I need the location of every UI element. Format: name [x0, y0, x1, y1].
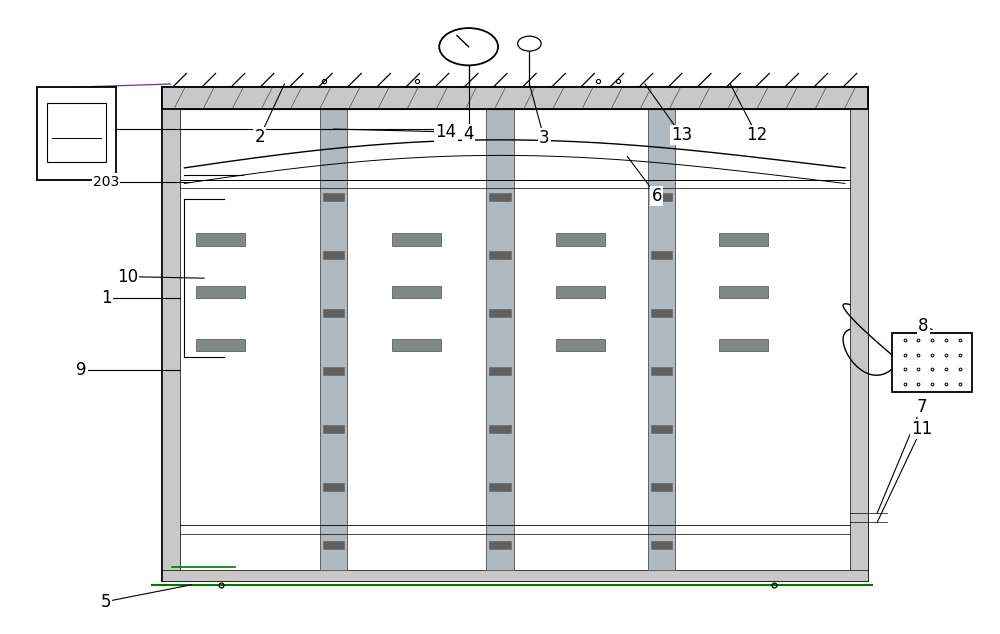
- Text: 2: 2: [255, 128, 265, 146]
- Bar: [892, 332, 972, 392]
- Bar: [196, 286, 245, 299]
- Bar: [489, 309, 511, 318]
- Bar: [850, 87, 868, 581]
- Bar: [556, 339, 605, 351]
- Bar: [486, 109, 514, 570]
- Bar: [392, 233, 441, 245]
- Text: 8: 8: [918, 318, 929, 335]
- Bar: [489, 251, 511, 259]
- Bar: [556, 233, 605, 245]
- Text: 13: 13: [671, 126, 692, 144]
- Bar: [196, 339, 245, 351]
- Text: 12: 12: [746, 126, 767, 144]
- Bar: [489, 483, 511, 491]
- Bar: [162, 87, 180, 581]
- Bar: [719, 286, 768, 299]
- Text: 7: 7: [916, 398, 927, 416]
- Bar: [37, 87, 116, 180]
- Bar: [392, 286, 441, 299]
- Text: 5: 5: [101, 593, 111, 611]
- Bar: [323, 367, 344, 375]
- Bar: [323, 251, 344, 259]
- Text: 14: 14: [436, 123, 457, 141]
- Bar: [489, 193, 511, 202]
- Bar: [719, 339, 768, 351]
- Bar: [323, 541, 344, 550]
- Bar: [556, 286, 605, 299]
- Bar: [651, 483, 672, 491]
- Bar: [323, 425, 344, 434]
- Bar: [651, 309, 672, 318]
- Text: 11: 11: [911, 420, 932, 438]
- Bar: [323, 483, 344, 491]
- Bar: [651, 193, 672, 202]
- Bar: [489, 541, 511, 550]
- Text: 4: 4: [463, 125, 474, 143]
- Bar: [719, 233, 768, 245]
- Text: 203: 203: [93, 174, 119, 188]
- Bar: [162, 87, 868, 581]
- Bar: [651, 541, 672, 550]
- Text: 10: 10: [117, 268, 138, 285]
- Bar: [651, 251, 672, 259]
- Bar: [489, 367, 511, 375]
- Bar: [392, 339, 441, 351]
- Bar: [162, 570, 868, 581]
- Bar: [323, 193, 344, 202]
- Bar: [47, 103, 106, 162]
- Text: 9: 9: [76, 361, 87, 378]
- Bar: [323, 309, 344, 318]
- Bar: [648, 109, 675, 570]
- Bar: [320, 109, 347, 570]
- Bar: [489, 425, 511, 434]
- Text: 6: 6: [652, 187, 662, 205]
- Bar: [162, 87, 868, 109]
- Bar: [651, 425, 672, 434]
- Bar: [651, 367, 672, 375]
- Text: 3: 3: [539, 129, 549, 147]
- Text: 1: 1: [101, 289, 111, 307]
- Bar: [196, 233, 245, 245]
